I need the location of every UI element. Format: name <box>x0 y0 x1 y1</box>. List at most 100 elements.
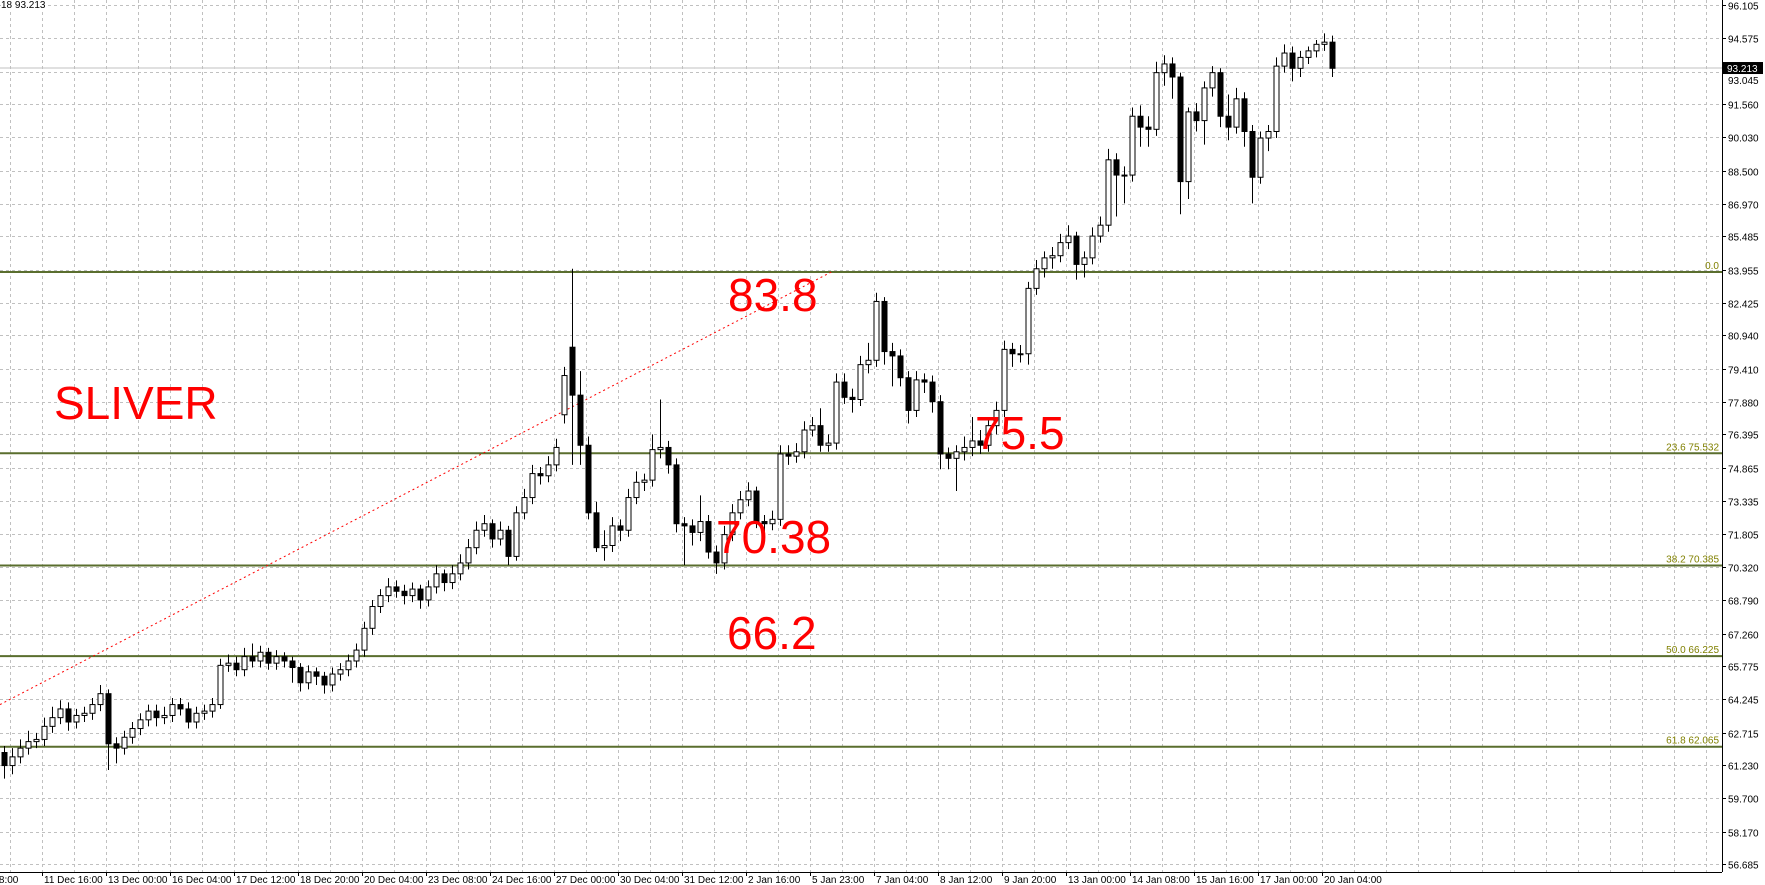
candle <box>969 416 976 457</box>
candle-body-bullish <box>1065 235 1072 244</box>
candle-body-bullish <box>161 714 168 719</box>
candle-body-bullish <box>89 704 96 714</box>
candle-body-bullish <box>81 712 88 716</box>
candle <box>1041 251 1048 278</box>
candle <box>185 702 192 729</box>
candle <box>409 582 416 603</box>
candle-body-bullish <box>913 379 920 411</box>
candle <box>689 519 696 546</box>
price-axis-label: 61.230 <box>1728 762 1759 773</box>
candle-body-bullish <box>49 717 56 727</box>
candle <box>441 569 448 592</box>
candle-body-bearish <box>1073 235 1080 265</box>
candle-body-bullish <box>201 710 208 714</box>
candle <box>1249 124 1256 204</box>
candle-body-bullish <box>1049 255 1056 259</box>
fibonacci-level-label: 61.8 62.065 <box>1666 736 1719 747</box>
candle-body-bullish <box>25 741 32 749</box>
candle-body-bullish <box>121 736 128 749</box>
symbol-annotation: SLIVER <box>54 377 218 429</box>
candle <box>681 517 688 566</box>
candle <box>1281 44 1288 73</box>
candle-body-bullish <box>545 464 552 477</box>
candle-body-bullish <box>305 671 312 684</box>
candle-body-bullish <box>745 490 752 501</box>
candle <box>1001 340 1008 417</box>
candle <box>705 514 712 559</box>
candle <box>809 416 816 437</box>
candle-body-bullish <box>1201 87 1208 122</box>
candle <box>1081 251 1088 278</box>
candle-body-bearish <box>185 708 192 723</box>
candle <box>1273 57 1280 139</box>
price-axis-label: 82.425 <box>1728 300 1759 311</box>
price-axis-label: 85.485 <box>1728 233 1759 244</box>
candle-body-bullish <box>1025 287 1032 355</box>
price-axis-label: 68.790 <box>1728 597 1759 608</box>
candle-body-bullish <box>513 512 520 557</box>
candle-body-bullish <box>641 479 648 483</box>
candle-body-bearish <box>393 586 400 592</box>
candle-body-bearish <box>1177 76 1184 183</box>
candle-body-bearish <box>1009 348 1016 355</box>
candle-body-bullish <box>1273 65 1280 132</box>
candle <box>513 506 520 561</box>
candle-body-bearish <box>689 525 696 533</box>
candle <box>1265 124 1272 152</box>
candle-body-bullish <box>1321 41 1328 45</box>
candle-body-bullish <box>1033 268 1040 289</box>
candle <box>1017 345 1024 363</box>
time-axis-label: 31 Dec 12:00 <box>684 875 744 885</box>
candle <box>785 445 792 465</box>
candle-body-bullish <box>521 497 528 514</box>
candle-body-bearish <box>321 675 328 686</box>
candle <box>1049 246 1056 269</box>
candle-body-bullish <box>657 446 664 451</box>
candle <box>345 654 352 677</box>
candle-body-bullish <box>409 588 416 597</box>
candle-body-bullish <box>377 595 384 608</box>
time-axis-label: 24 Dec 16:00 <box>492 875 552 885</box>
candle <box>1313 39 1320 58</box>
candle <box>953 445 960 492</box>
candle <box>921 373 928 393</box>
candle <box>657 399 664 459</box>
time-axis-label: 16 Dec 04:00 <box>172 875 232 885</box>
candle-body-bullish <box>9 756 16 767</box>
candle-body-bullish <box>801 429 808 453</box>
candle <box>769 510 776 531</box>
candle-body-bearish <box>849 396 856 401</box>
candle <box>881 297 888 365</box>
candle <box>889 342 896 387</box>
candle-body-bullish <box>985 425 992 446</box>
candle <box>1129 107 1136 182</box>
time-axis-label: 8 Jan 12:00 <box>940 875 993 885</box>
candle-body-bearish <box>313 671 320 677</box>
candle-body-bullish <box>1129 115 1136 176</box>
candle-body-bullish <box>353 649 360 662</box>
level-annotation-75-5: 75.5 <box>975 407 1065 459</box>
time-axis-label: 17 Jan 00:00 <box>1260 875 1318 885</box>
candle-body-bullish <box>273 656 280 664</box>
candle <box>137 713 144 736</box>
candle-body-bullish <box>1185 111 1192 183</box>
current-price-label: 93.213 <box>1727 64 1758 75</box>
candle <box>937 395 944 470</box>
candle <box>777 445 784 526</box>
candle <box>801 421 808 459</box>
candle <box>1121 166 1128 204</box>
candle <box>473 521 480 555</box>
candle <box>41 717 48 746</box>
candle-body-bullish <box>385 586 392 597</box>
candle <box>1225 94 1232 141</box>
candle-body-bullish <box>1057 242 1064 257</box>
candle-body-bearish <box>1249 130 1256 178</box>
candle-body-bullish <box>529 473 536 499</box>
candle-body-bullish <box>561 375 568 416</box>
candle-body-bearish <box>569 346 576 396</box>
time-axis-label: 9 Jan 20:00 <box>1004 875 1057 885</box>
candle-body-bullish <box>1281 52 1288 67</box>
candle-body-bearish <box>105 693 112 745</box>
candle <box>449 565 456 590</box>
